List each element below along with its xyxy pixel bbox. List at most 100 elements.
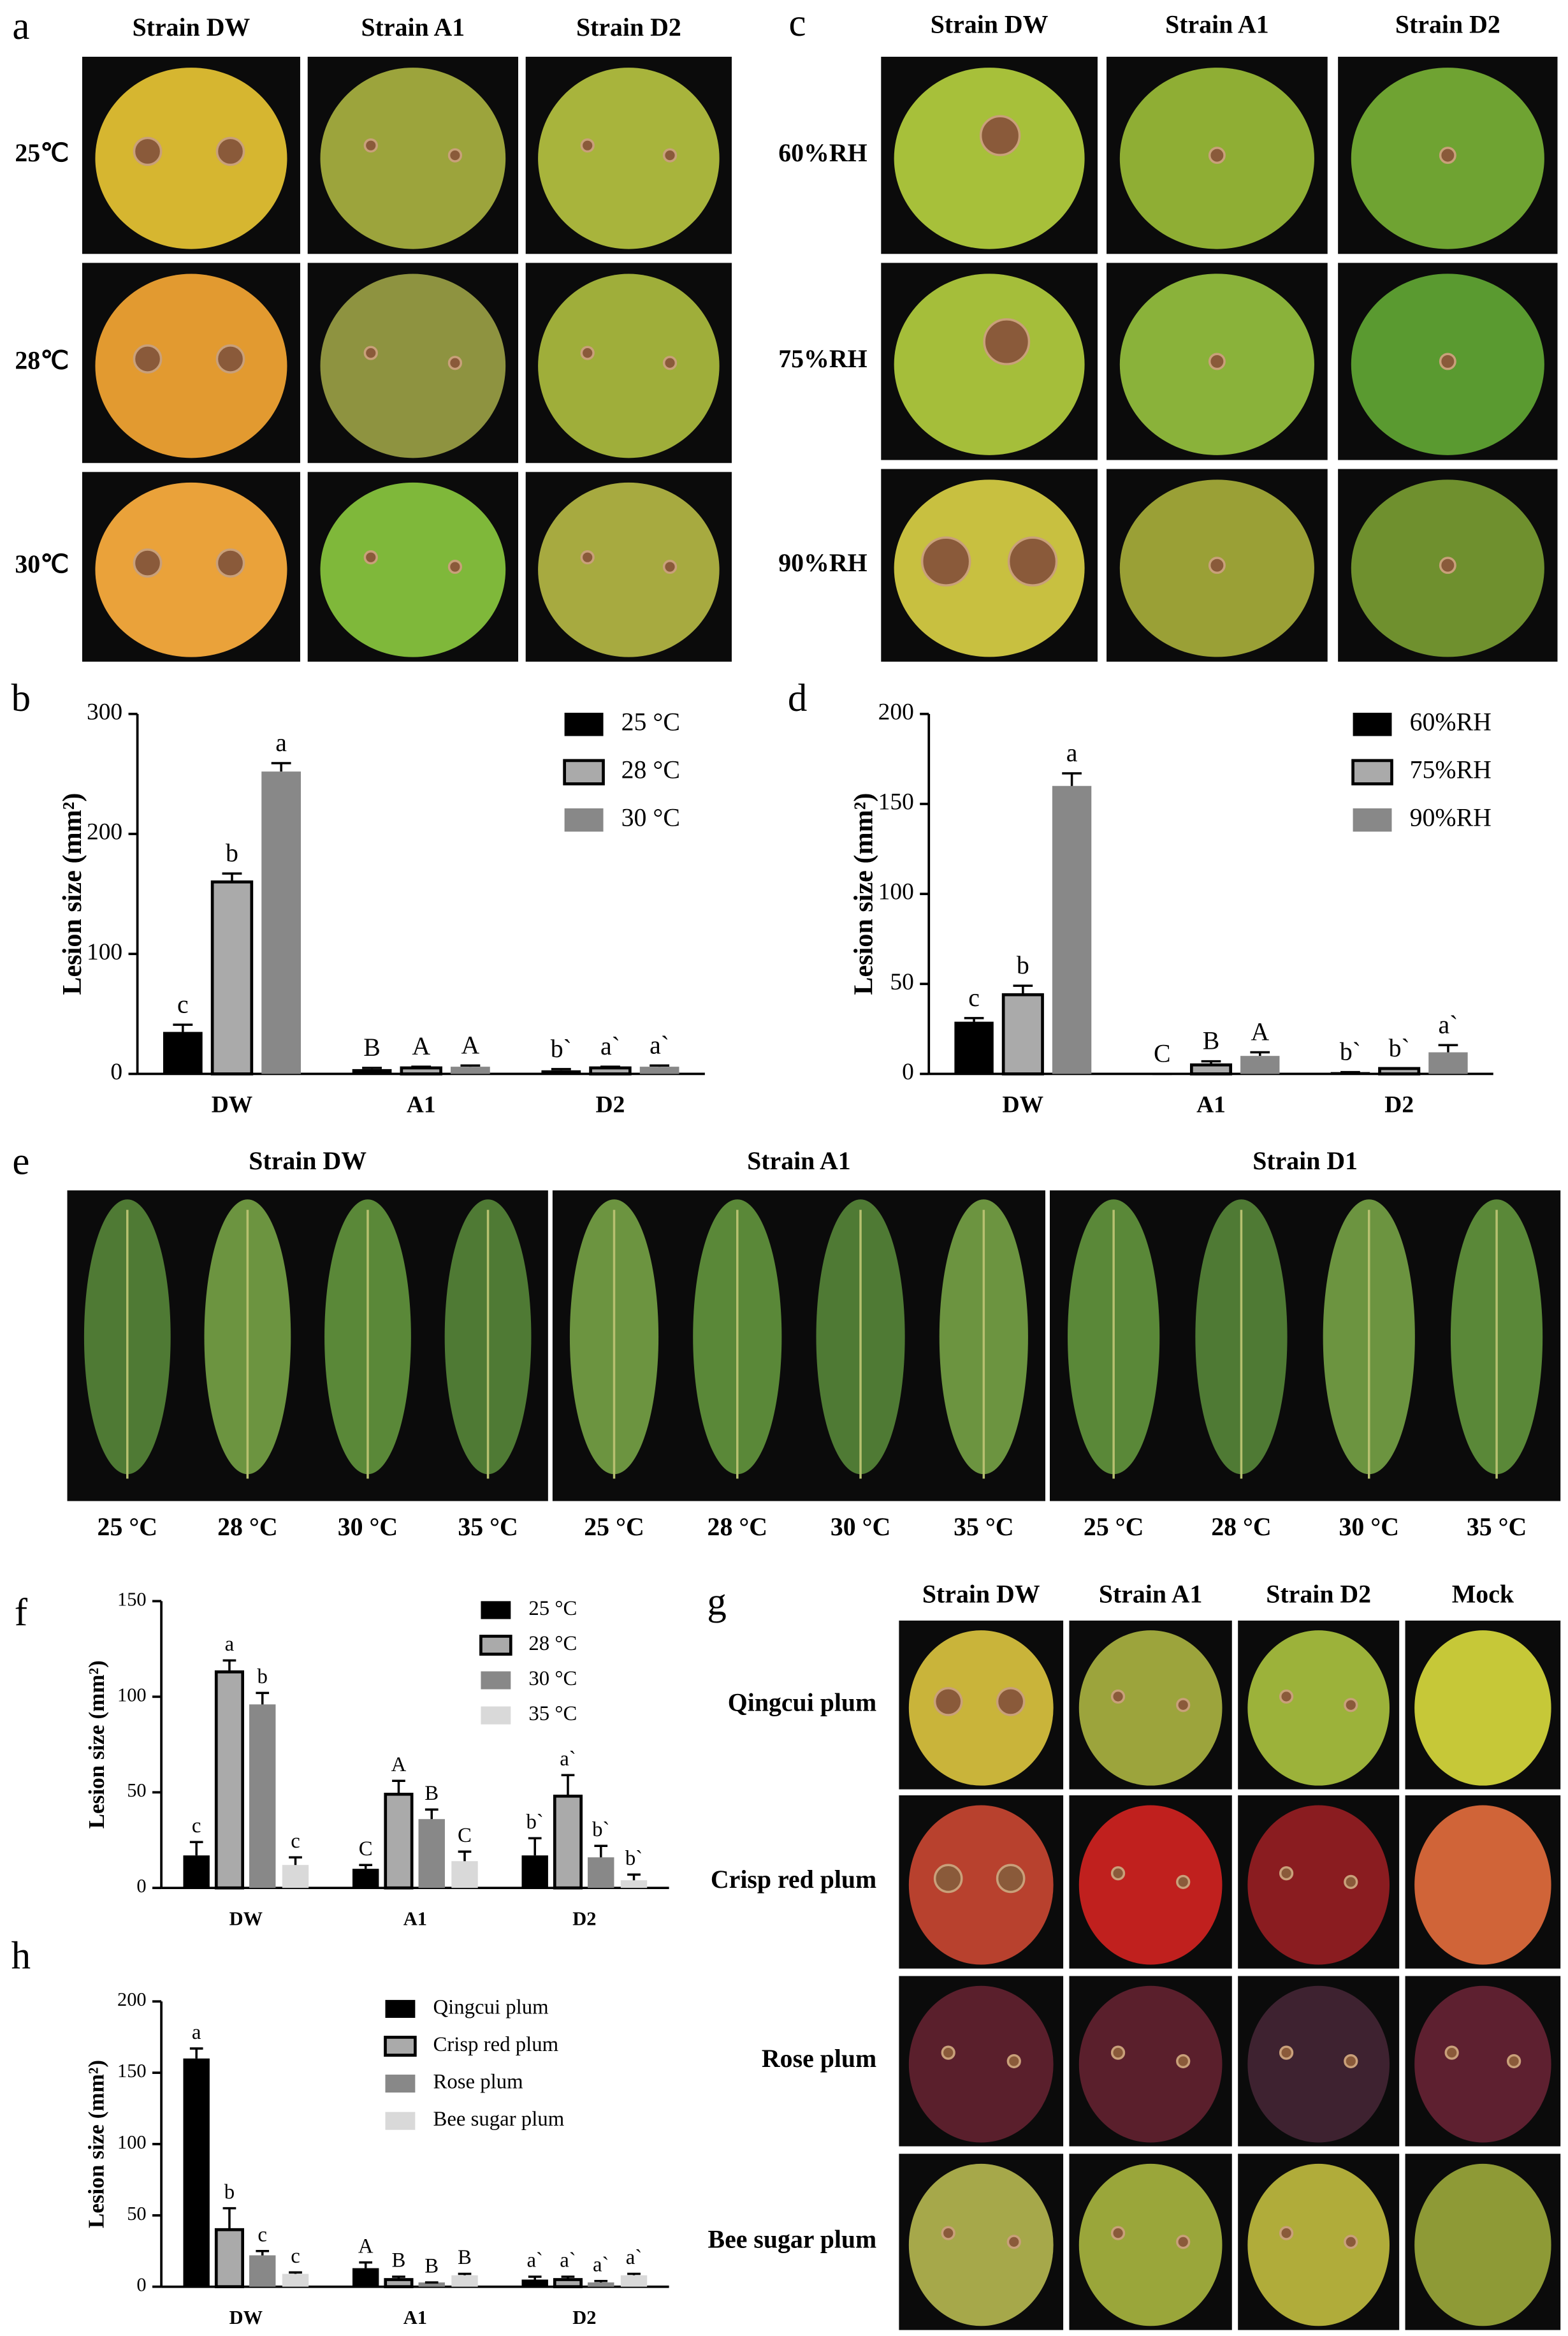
legend-label: 60%RH [1410, 708, 1492, 736]
lesion [1208, 147, 1226, 164]
bar [1428, 1052, 1468, 1074]
column-header: Strain DW [922, 1580, 1040, 1608]
bar [214, 2228, 245, 2289]
bar [282, 2274, 309, 2287]
significance-letter: C [359, 1837, 373, 1860]
fruit [320, 274, 506, 458]
error-bar [411, 1065, 432, 1068]
panel-letter: e [12, 1140, 29, 1183]
significance-letter: a` [593, 2253, 609, 2276]
bar [620, 1880, 648, 1888]
lesion [215, 344, 245, 374]
y-tick-label: 0 [136, 2274, 146, 2296]
fruit [538, 482, 720, 657]
bar [521, 1855, 548, 1888]
lesion [1176, 2235, 1191, 2249]
lesion [363, 138, 378, 153]
bar [261, 771, 301, 1074]
bar [163, 1032, 203, 1074]
legend-swatch [1353, 712, 1392, 736]
significance-letter: C [1154, 1039, 1171, 1067]
lesion [1344, 2235, 1358, 2249]
bar [553, 2278, 583, 2289]
y-tick-label: 0 [136, 1875, 146, 1897]
y-tick-label: 100 [878, 879, 914, 905]
column-header: Strain DW [133, 13, 250, 41]
error-bar [359, 1864, 373, 1869]
x-tick-label: A1 [407, 1092, 436, 1118]
lesion [996, 1864, 1026, 1894]
column-header: Strain D2 [1266, 1580, 1371, 1608]
lesion [1110, 2045, 1126, 2060]
y-axis-label: Lesion size (mm²) [84, 1660, 109, 1829]
legend-label: 30 °C [621, 803, 680, 831]
fruit [1247, 1630, 1390, 1786]
significance-letter: a` [526, 2249, 542, 2272]
fruit [1414, 1985, 1551, 2143]
significance-letter: A [391, 1753, 407, 1776]
y-tick-label: 100 [117, 2131, 147, 2153]
significance-letter: a [192, 2021, 201, 2044]
significance-letter: b` [1340, 1038, 1361, 1066]
lesion [1007, 536, 1058, 587]
legend-label: 25 °C [621, 708, 680, 736]
lesion [447, 559, 463, 574]
row-label: 75%RH [778, 345, 867, 373]
bar [210, 880, 254, 1076]
group-title: Strain A1 [747, 1147, 851, 1175]
bar [418, 1819, 445, 1888]
fruit [1414, 1805, 1551, 1965]
lesion [1110, 1866, 1126, 1881]
fruit [1414, 1630, 1551, 1786]
lesion [933, 1864, 963, 1894]
lesion [580, 138, 595, 153]
y-tick-label: 50 [127, 2203, 146, 2224]
bar [639, 1067, 679, 1074]
y-tick-label: 200 [878, 699, 914, 725]
fruit [1247, 2163, 1390, 2326]
x-tick-label: DW [229, 2307, 263, 2328]
panel-letter: h [11, 1935, 31, 1978]
fruit [908, 1805, 1054, 1965]
error-bar [392, 2275, 405, 2280]
panel-letter: a [12, 5, 29, 48]
leaf-label: 25 °C [98, 1513, 157, 1541]
legend-swatch [385, 2112, 416, 2130]
error-bar [458, 2272, 472, 2275]
error-bar [189, 2047, 203, 2059]
bar [183, 2058, 210, 2287]
x-tick-label: A1 [403, 2307, 427, 2328]
significance-letter: c [177, 990, 189, 1018]
lesion [1344, 1874, 1358, 1889]
error-bar [256, 1691, 270, 1705]
lesion [1344, 2054, 1358, 2069]
y-axis-label: Lesion size (mm²) [57, 793, 87, 995]
lesion [1279, 1866, 1294, 1881]
legend-label: 90%RH [1410, 803, 1492, 831]
leaf-label: 25 °C [584, 1513, 644, 1541]
error-bar [627, 2272, 641, 2275]
y-axis-label: Lesion size (mm²) [84, 2060, 109, 2228]
significance-letter: a [1066, 739, 1078, 767]
error-bar [1062, 772, 1082, 786]
lesion [1176, 2054, 1191, 2069]
bar [1240, 1056, 1280, 1074]
significance-letter: c [258, 2223, 267, 2246]
error-bar [359, 2261, 373, 2268]
fruit [908, 1630, 1054, 1786]
panel-letter: f [15, 1591, 28, 1634]
fruit [538, 274, 720, 458]
legend-swatch [481, 1671, 511, 1690]
fruit [1078, 1985, 1223, 2143]
error-bar [594, 1844, 608, 1858]
significance-letter: b [258, 1665, 268, 1688]
significance-letter: A [358, 2235, 374, 2258]
significance-letter: a` [626, 2246, 642, 2269]
bar [588, 1857, 614, 1888]
error-bar [362, 1067, 382, 1069]
error-bar [561, 1774, 575, 1797]
fruit [894, 68, 1085, 249]
lesion [1279, 2226, 1294, 2240]
